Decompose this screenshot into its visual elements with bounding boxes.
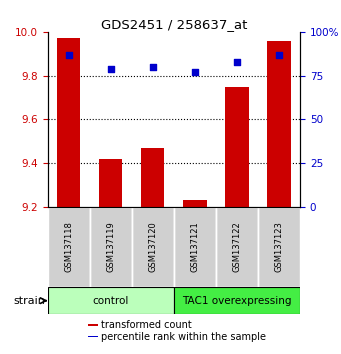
Bar — [132, 207, 174, 287]
Bar — [258, 207, 300, 287]
Text: GSM137119: GSM137119 — [106, 222, 115, 272]
Bar — [48, 287, 174, 314]
Bar — [88, 336, 98, 337]
Bar — [183, 200, 207, 207]
Text: strain: strain — [13, 296, 45, 306]
Text: GSM137122: GSM137122 — [233, 222, 241, 272]
Point — [234, 59, 240, 64]
Bar — [48, 207, 90, 287]
Text: TAC1 overexpressing: TAC1 overexpressing — [182, 296, 292, 306]
Bar — [88, 324, 98, 326]
Title: GDS2451 / 258637_at: GDS2451 / 258637_at — [101, 18, 247, 31]
Bar — [225, 87, 249, 207]
Bar — [174, 207, 216, 287]
Point — [276, 52, 282, 57]
Point — [108, 66, 114, 72]
Bar — [141, 148, 164, 207]
Text: transformed count: transformed count — [101, 320, 191, 330]
Bar — [90, 207, 132, 287]
Text: GSM137121: GSM137121 — [190, 222, 199, 272]
Text: GSM137123: GSM137123 — [275, 222, 284, 272]
Text: GSM137118: GSM137118 — [64, 222, 73, 272]
Text: control: control — [93, 296, 129, 306]
Text: GSM137120: GSM137120 — [148, 222, 158, 272]
Point — [66, 52, 72, 57]
Text: percentile rank within the sample: percentile rank within the sample — [101, 331, 266, 342]
Bar — [267, 41, 291, 207]
Bar — [216, 207, 258, 287]
Bar — [174, 287, 300, 314]
Bar — [57, 39, 80, 207]
Point — [192, 69, 198, 75]
Point — [150, 64, 155, 70]
Bar — [99, 159, 122, 207]
